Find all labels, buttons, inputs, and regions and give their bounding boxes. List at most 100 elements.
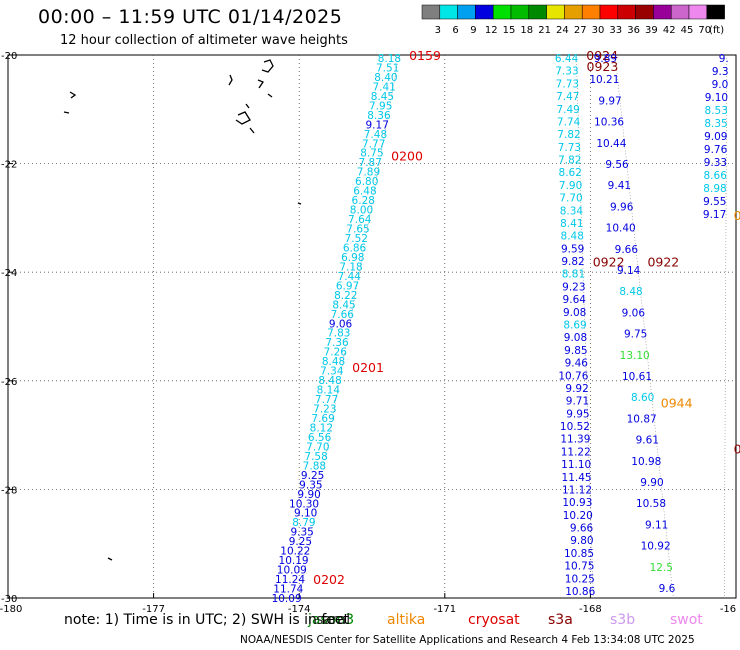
wave-height-value: 9.46 [565,358,589,370]
wave-height-value: 9.09 [704,131,727,143]
legend-tick-label: 70 [698,25,711,36]
wave-height-value: 10.40 [606,223,636,235]
wave-height-value: 8.41 [560,218,583,230]
legend-swatch [706,4,725,20]
wave-height-value: 7.95 [369,100,392,112]
wave-height-value: 9.92 [565,383,588,395]
legend-tick-label: 27 [574,25,587,36]
island-coastline [297,202,302,205]
wave-height-value: 9.35 [299,479,322,491]
footer-credit: NOAA/NESDIS Center for Satellite Applica… [240,634,695,646]
legend-unit: (ft) [709,25,724,36]
wave-height-value: 8.66 [704,170,728,182]
wave-height-value: 9.35 [290,527,313,539]
wave-height-value: 9.6 [659,583,676,595]
y-tick-label: -26 [1,377,17,388]
mission-s3a: s3a [548,612,573,628]
pass-time-label: 0200 [391,148,423,163]
wave-height-value: 7.82 [558,155,581,167]
wave-height-value: 8.45 [371,91,394,103]
mission-cryosat: cryosat [468,612,520,628]
island-coastline [257,79,264,89]
wave-height-value: 9.59 [561,243,584,255]
y-tick-label: -20 [1,51,17,62]
wave-height-value: 8.14 [317,385,341,397]
wave-height-value: 9.33 [704,157,727,169]
wave-height-value: 9.90 [640,477,663,489]
wave-height-value: 13.10 [620,350,650,362]
wave-height-value: 10.25 [565,573,595,585]
wave-height-value: 7.83 [327,328,350,340]
wave-height-value: 10.93 [562,497,592,509]
wave-height-value: 11.24 [275,574,305,586]
wave-height-value: 9.3 [712,66,729,78]
pass-time-label: 0159 [409,48,441,63]
wave-height-value: 7.47 [556,91,579,103]
wave-height-value: 9.82 [561,256,584,268]
wave-height-value: 8.36 [367,110,391,122]
wave-height-value: 8.18 [378,53,401,65]
wave-height-value: 9.90 [297,489,320,501]
wave-height-value: 10.19 [279,555,309,567]
wave-height-value: 9.75 [624,329,647,341]
island-coastline [69,91,77,99]
wave-height-value: 9.14 [617,265,641,277]
wave-height-value: 8.98 [703,183,726,195]
wave-height-value: 9.66 [615,244,639,256]
wave-height-value: 9.11 [645,519,668,531]
island-coastline [249,127,255,134]
wave-height-value: 8.75 [360,148,383,160]
wave-height-value: 7.64 [348,214,372,226]
legend-tick-label: 39 [645,25,658,36]
wave-height-value: 9.80 [570,535,593,547]
wave-height-value: 11.12 [562,484,592,496]
legend-tick-label: 24 [556,25,569,36]
wave-height-value: 7.70 [559,193,582,205]
wave-height-value: 10.92 [641,541,671,553]
wave-height-value: 7.49 [556,104,579,116]
wave-height-value: 8.48 [619,286,642,298]
wave-height-value: 7.89 [357,167,380,179]
wave-height-value: 9.64 [563,294,587,306]
mission-swot: swot [670,612,703,628]
wave-height-value: 9.41 [608,180,631,192]
x-tick-label: -171 [433,604,456,615]
ground-track [299,54,400,599]
wave-height-value: 7.77 [315,394,338,406]
wave-height-value: 10.85 [564,548,594,560]
wave-height-value: 8.62 [559,167,582,179]
page-subtitle: 12 hour collection of altimeter wave hei… [60,33,348,48]
wave-height-value: 9.66 [570,523,594,535]
x-tick-label: -174 [288,604,311,615]
island-coastline [267,93,273,98]
wave-height-value: 9.71 [566,396,589,408]
ground-track [614,54,674,599]
wave-height-value: 10.52 [560,421,590,433]
legend-tick-label: 15 [503,25,516,36]
wave-height-value: 7.69 [311,413,334,425]
wave-height-value: 7.70 [306,441,329,453]
island-coastline [107,557,113,561]
wave-height-value: 7.41 [372,81,395,93]
mission-altika: altika [387,612,426,628]
x-tick-label: -168 [579,604,602,615]
island-coastline [261,59,274,73]
wave-height-value: 10.09 [277,565,307,577]
wave-height-value: 7.51 [376,62,399,74]
wave-height-value: 9.10 [294,508,317,520]
wave-height-value: 7.90 [559,180,582,192]
wave-height-value: 9.08 [563,307,586,319]
wave-height-value: 9.10 [705,92,728,104]
wave-height-value: 9.56 [605,159,629,171]
wave-height-value: 10.09 [272,593,302,605]
legend-tick-label: 36 [627,25,640,36]
wave-height-value: 7.18 [339,261,362,273]
wave-height-value: 6.56 [308,432,332,444]
wave-height-value: 8.53 [705,105,728,117]
island-coastline [245,103,250,109]
island-coastline [63,111,70,114]
island-coastline [235,111,251,125]
wave-height-value: 9.61 [636,435,659,447]
wave-height-value: 8.35 [704,118,727,130]
